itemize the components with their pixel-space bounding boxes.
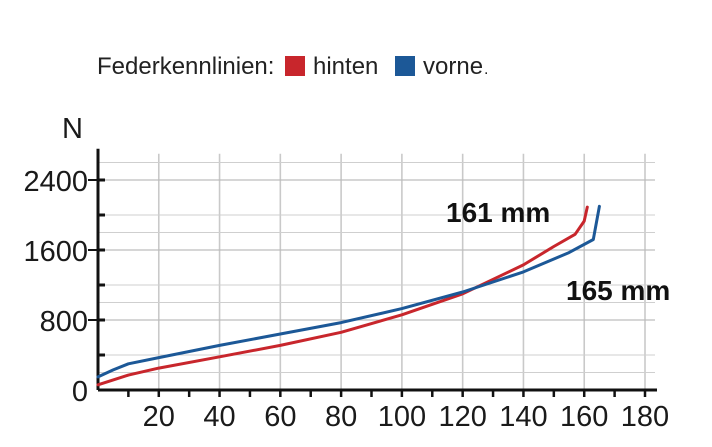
- y-tick-label: 0: [72, 376, 88, 408]
- y-tick-label: 1600: [23, 236, 88, 268]
- annotation-hinten: 161 mm: [446, 197, 550, 228]
- x-tick-label: 40: [203, 401, 235, 433]
- y-tick-label: 800: [40, 306, 88, 338]
- x-tick-label: 160: [560, 401, 608, 433]
- x-tick-label: 120: [438, 401, 486, 433]
- annotations: 161 mm 165 mm: [446, 197, 670, 306]
- legend-prefix: Federkennlinien:: [97, 53, 274, 80]
- tick-labels: 20 40 60 80 100 120 140 160 180 0 800 1600 2400: [23, 166, 669, 433]
- x-tick-label: 140: [499, 401, 547, 433]
- legend-suffix: .: [484, 61, 488, 78]
- x-tick-label: 20: [143, 401, 175, 433]
- axes: [88, 148, 657, 397]
- legend-swatch-hinten: [285, 56, 305, 76]
- legend-swatch-vorne: [395, 56, 415, 76]
- y-axis-unit-label: N: [62, 113, 83, 145]
- x-tick-label: 80: [325, 401, 357, 433]
- x-tick-label: 180: [621, 401, 669, 433]
- legend: Federkennlinien: hinten vorne .: [97, 53, 488, 80]
- x-tick-label: 60: [264, 401, 296, 433]
- grid: [98, 153, 655, 390]
- series-line-hinten: [96, 205, 589, 387]
- series-line-vorne: [96, 204, 601, 379]
- legend-label-hinten: hinten: [313, 53, 378, 80]
- legend-label-vorne: vorne: [423, 53, 483, 80]
- y-tick-label: 2400: [23, 166, 88, 198]
- x-tick-label: 100: [378, 401, 426, 433]
- series-lines: [96, 204, 601, 387]
- annotation-vorne: 165 mm: [566, 275, 670, 306]
